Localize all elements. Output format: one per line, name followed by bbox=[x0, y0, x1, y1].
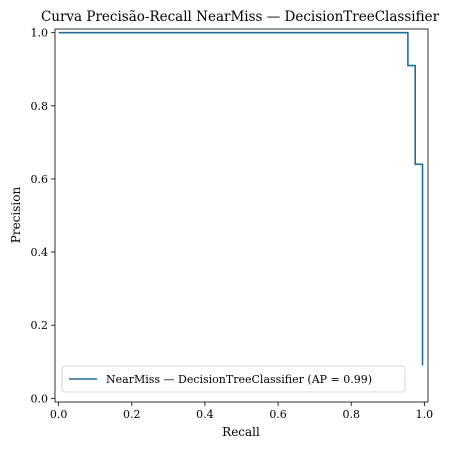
x-axis: 0.0 0.2 0.4 0.6 0.8 1.0 bbox=[50, 402, 433, 421]
y-tick-label: 0.6 bbox=[31, 173, 49, 186]
x-tick-label: 1.0 bbox=[416, 408, 434, 421]
y-axis-label: Precision bbox=[9, 187, 23, 244]
y-tick-label: 0.4 bbox=[31, 246, 49, 259]
x-tick-label: 0.8 bbox=[342, 408, 360, 421]
x-tick-label: 0.2 bbox=[123, 408, 141, 421]
y-tick-label: 1.0 bbox=[31, 27, 49, 40]
series-layer bbox=[58, 31, 424, 366]
plot-area bbox=[54, 28, 429, 403]
x-tick-label: 0.4 bbox=[196, 408, 214, 421]
series-line-0 bbox=[58, 31, 424, 366]
y-axis: 0.0 0.2 0.4 0.6 0.8 1.0 bbox=[31, 27, 55, 405]
y-tick-label: 0.2 bbox=[31, 319, 49, 332]
plot-frame bbox=[54, 28, 429, 403]
x-tick-label: 0.6 bbox=[269, 408, 287, 421]
x-tick-label: 0.0 bbox=[50, 408, 68, 421]
legend: NearMiss — DecisionTreeClassifier (AP = … bbox=[61, 365, 406, 393]
x-axis-label: Recall bbox=[222, 425, 260, 439]
chart-title: Curva Precisão-Recall NearMiss — Decisio… bbox=[41, 9, 440, 25]
y-tick-label: 0.0 bbox=[31, 392, 49, 405]
legend-label: NearMiss — DecisionTreeClassifier (AP = … bbox=[106, 373, 372, 386]
y-tick-label: 0.8 bbox=[31, 100, 49, 113]
legend-box bbox=[61, 365, 406, 393]
